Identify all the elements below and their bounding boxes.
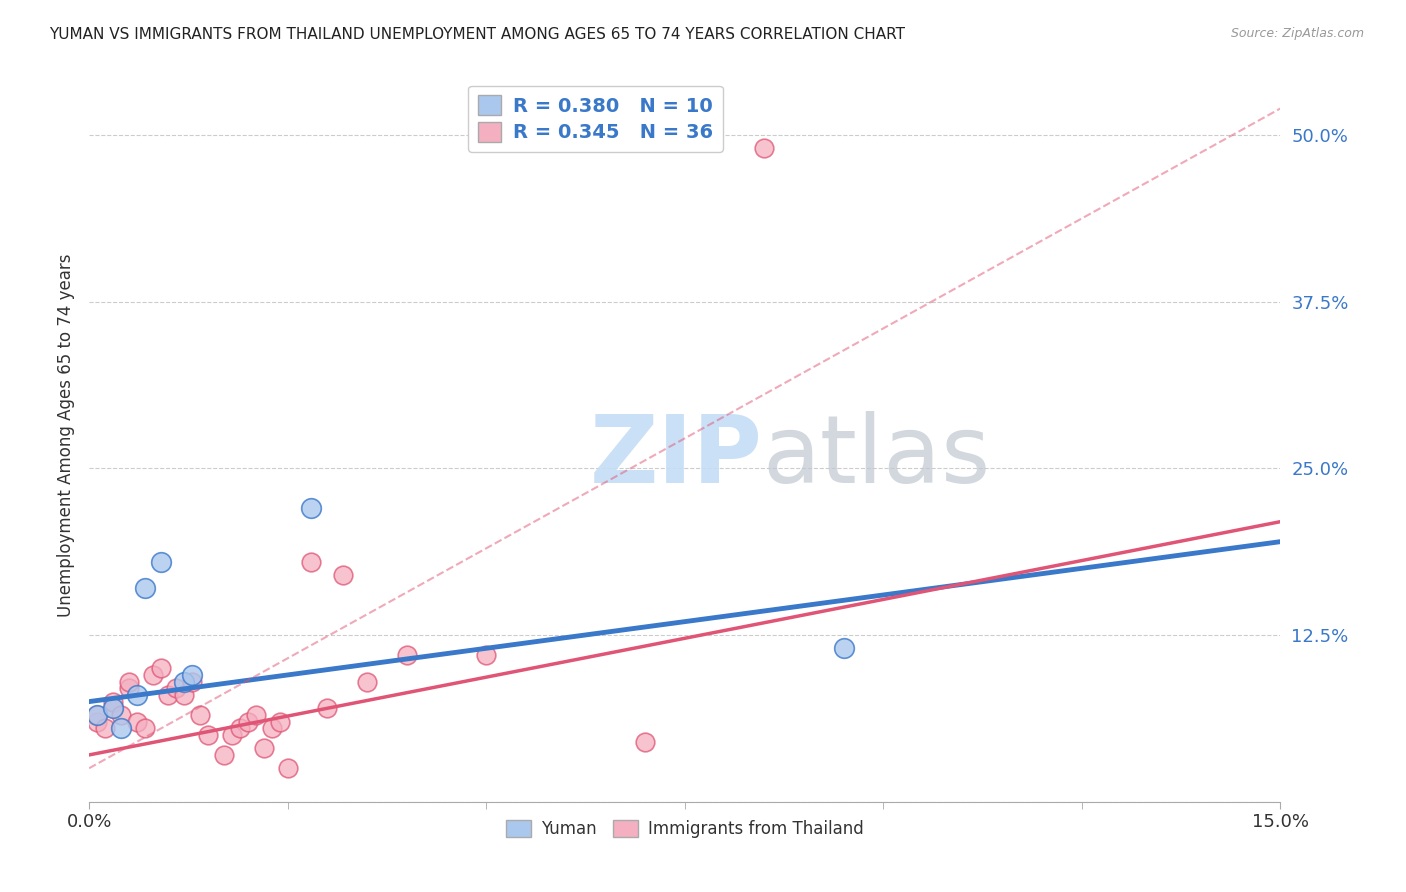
- Point: [86, 708, 108, 723]
- Point: [245, 708, 267, 723]
- Point: [229, 721, 252, 735]
- Point: [149, 661, 172, 675]
- Point: [118, 681, 141, 696]
- Point: [260, 721, 283, 735]
- Point: [118, 674, 141, 689]
- Point: [236, 714, 259, 729]
- Point: [253, 741, 276, 756]
- Point: [165, 681, 187, 696]
- Point: [832, 641, 855, 656]
- Point: [149, 555, 172, 569]
- Point: [101, 695, 124, 709]
- Legend: Yuman, Immigrants from Thailand: Yuman, Immigrants from Thailand: [499, 813, 870, 845]
- Point: [181, 668, 204, 682]
- Y-axis label: Unemployment Among Ages 65 to 74 years: Unemployment Among Ages 65 to 74 years: [58, 253, 75, 616]
- Point: [157, 688, 180, 702]
- Point: [395, 648, 418, 662]
- Point: [316, 701, 339, 715]
- Point: [269, 714, 291, 729]
- Text: ZIP: ZIP: [589, 411, 762, 503]
- Point: [475, 648, 498, 662]
- Point: [301, 555, 323, 569]
- Text: atlas: atlas: [762, 411, 990, 503]
- Text: YUMAN VS IMMIGRANTS FROM THAILAND UNEMPLOYMENT AMONG AGES 65 TO 74 YEARS CORRELA: YUMAN VS IMMIGRANTS FROM THAILAND UNEMPL…: [49, 27, 905, 42]
- Point: [86, 714, 108, 729]
- Point: [173, 688, 195, 702]
- Point: [212, 747, 235, 762]
- Point: [134, 582, 156, 596]
- Point: [94, 721, 117, 735]
- Point: [197, 728, 219, 742]
- Point: [301, 501, 323, 516]
- Point: [221, 728, 243, 742]
- Point: [356, 674, 378, 689]
- Point: [101, 701, 124, 715]
- Point: [110, 708, 132, 723]
- Point: [125, 688, 148, 702]
- Point: [134, 721, 156, 735]
- Point: [188, 708, 211, 723]
- Point: [86, 708, 108, 723]
- Point: [181, 674, 204, 689]
- Point: [101, 701, 124, 715]
- Point: [110, 721, 132, 735]
- Point: [142, 668, 165, 682]
- Point: [125, 714, 148, 729]
- Point: [752, 141, 775, 155]
- Point: [277, 761, 299, 775]
- Point: [332, 568, 354, 582]
- Point: [173, 674, 195, 689]
- Point: [634, 734, 657, 748]
- Text: Source: ZipAtlas.com: Source: ZipAtlas.com: [1230, 27, 1364, 40]
